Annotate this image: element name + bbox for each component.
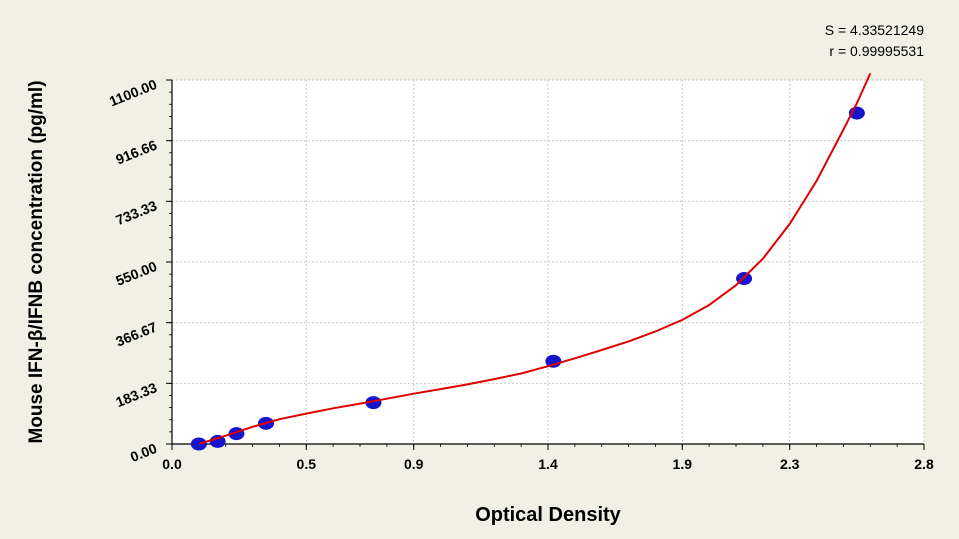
x-tick-label: 2.8 xyxy=(914,456,934,472)
x-axis-ticks xyxy=(171,444,925,450)
data-points xyxy=(190,106,865,451)
x-tick-label: 0.0 xyxy=(162,456,182,472)
data-point xyxy=(545,354,562,368)
data-point xyxy=(209,434,226,448)
x-tick-label: 1.4 xyxy=(538,456,558,472)
x-tick-label: 2.3 xyxy=(780,456,800,472)
stats-r-value: r = 0.99995531 xyxy=(829,43,924,59)
data-point xyxy=(190,437,207,451)
fit-curve xyxy=(198,72,872,444)
x-tick-labels: 0.0 0.5 0.9 1.4 1.9 2.3 2.8 xyxy=(162,456,934,472)
stats-s-value: S = 4.33521249 xyxy=(825,22,924,38)
data-point xyxy=(365,396,382,410)
x-axis-title: Optical Density xyxy=(475,504,621,526)
grid-lines xyxy=(172,79,925,444)
x-tick-label: 0.5 xyxy=(297,456,317,472)
x-tick-label: 1.9 xyxy=(673,456,693,472)
x-tick-label: 0.9 xyxy=(404,456,424,472)
y-axis-title: Mouse IFN-β/IFNB concentration (pg/ml) xyxy=(26,80,47,443)
